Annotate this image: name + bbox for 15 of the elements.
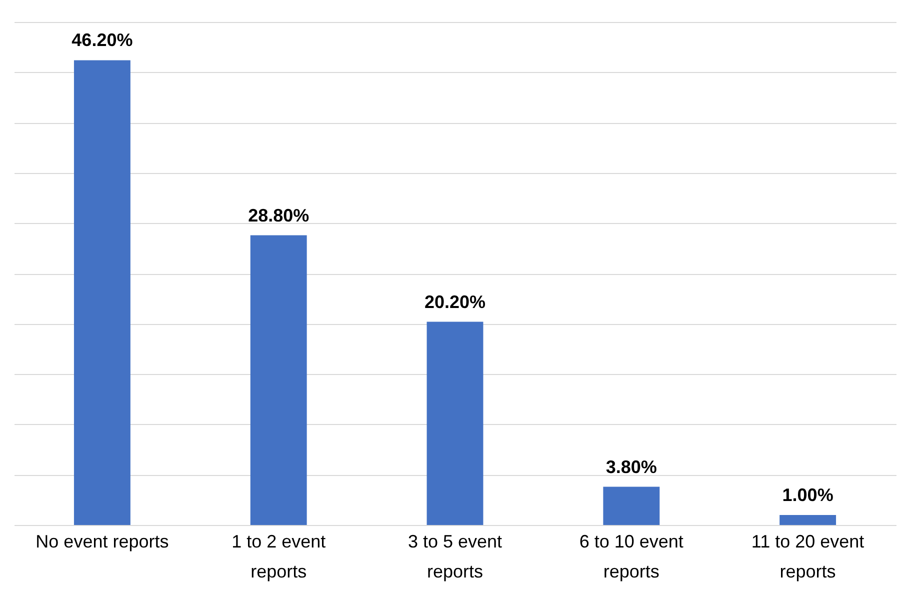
bar <box>780 514 836 525</box>
data-label: 3.80% <box>606 456 657 477</box>
data-label: 46.20% <box>72 30 133 50</box>
bar <box>426 322 484 525</box>
bar <box>74 60 130 525</box>
x-tick-label: 11 to 20 event reports <box>751 532 864 582</box>
data-label: 20.20% <box>424 292 486 312</box>
x-tick-label: 3 to 5 event reports <box>408 532 502 582</box>
x-tick-label: 6 to 10 event reports <box>579 532 684 582</box>
bar <box>250 235 307 525</box>
data-label: 28.80% <box>248 205 310 226</box>
x-tick-label: 1 to 2 event reports <box>232 532 326 582</box>
x-tick-label: No event reports <box>36 532 169 552</box>
data-label: 1.00% <box>782 484 834 505</box>
bar <box>603 486 660 525</box>
